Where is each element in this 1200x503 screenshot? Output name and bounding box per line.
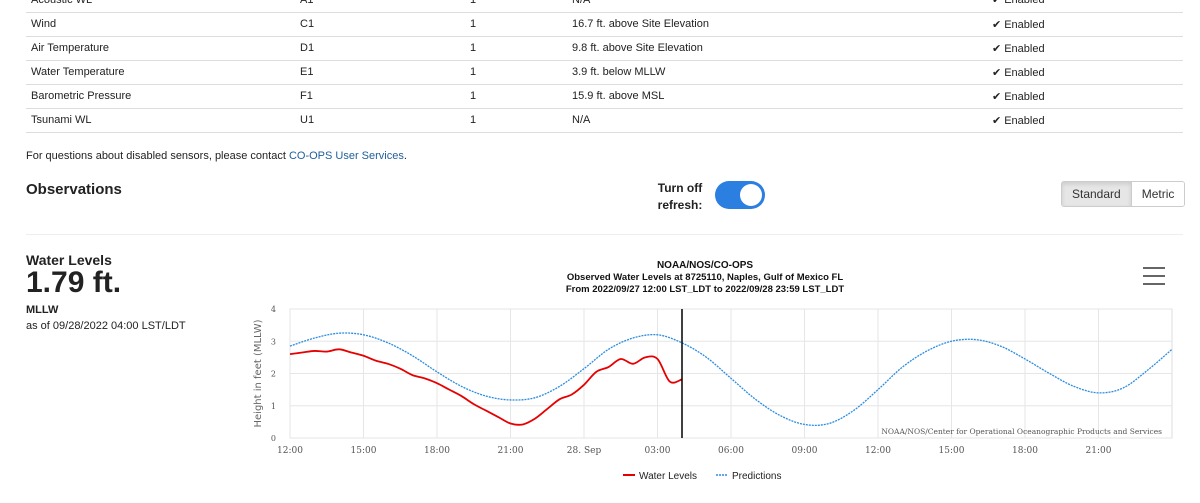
x-tick-label: 15:00 [351, 446, 377, 456]
sensor-sensor: 1 [465, 12, 567, 37]
sensor-status-text: Enabled [1004, 18, 1045, 31]
y-tick-label: 3 [271, 337, 276, 346]
sensor-status-text: Enabled [1004, 114, 1045, 127]
sensor-dcp: U1 [295, 108, 465, 133]
x-tick-label: 21:00 [1086, 446, 1112, 456]
y-tick-label: 4 [271, 305, 276, 314]
chart-title-line: From 2022/09/27 12:00 LST_LDT to 2022/09… [566, 284, 844, 295]
sensor-name: Water Temperature [26, 60, 295, 85]
legend-predictions-label: Predictions [732, 471, 781, 482]
refresh-toggle[interactable] [715, 181, 765, 209]
y-tick-label: 1 [271, 402, 276, 411]
sensor-elevation: 16.7 ft. above Site Elevation [567, 12, 987, 37]
sensor-status-text: Enabled [1004, 42, 1045, 55]
y-tick-label: 2 [271, 370, 276, 379]
sensor-status: ✔ Enabled [987, 108, 1183, 133]
sensor-status-text: Enabled [1004, 90, 1045, 103]
sensor-dcp: D1 [295, 36, 465, 61]
legend-water-levels-label: Water Levels [639, 471, 697, 482]
y-axis-label: Height in feet (MLLW) [253, 319, 264, 427]
checkmark-icon: ✔ [992, 114, 1002, 127]
x-tick-label: 12:00 [865, 446, 891, 456]
checkmark-icon: ✔ [992, 66, 1002, 79]
sensor-sensor: 1 [465, 36, 567, 61]
contact-suffix: . [403, 150, 407, 162]
x-tick-label: 03:00 [645, 446, 671, 456]
observations-title: Observations [26, 181, 122, 198]
x-tick-label: 09:00 [792, 446, 818, 456]
sensor-row: Barometric Pressure F1 1 15.9 ft. above MSL… [26, 84, 1183, 109]
water-level-value: 1.79 ft. [26, 266, 122, 299]
checkmark-icon: ✔ [992, 0, 1002, 7]
unit-toggle-group: Standard Metric [1061, 181, 1186, 207]
sensor-sensor: 1 [465, 0, 567, 13]
water-levels-title: Water Levels [26, 252, 112, 268]
sensor-status: ✔ Enabled [987, 36, 1183, 61]
toggle-knob [740, 184, 762, 206]
checkmark-icon: ✔ [992, 42, 1002, 55]
contact-text: For questions about disabled sensors, pl… [26, 150, 289, 162]
sensor-elevation: N/A [567, 0, 987, 13]
sensor-dcp: F1 [295, 84, 465, 109]
y-tick-label: 0 [271, 434, 276, 443]
sensor-status: ✔ Enabled [987, 0, 1183, 13]
sensor-name: Barometric Pressure [26, 84, 295, 109]
sensor-row: Air Temperature D1 1 9.8 ft. above Site Ele… [26, 36, 1183, 61]
sensor-name: Tsunami WL [26, 108, 295, 133]
x-tick-label: 18:00 [424, 446, 450, 456]
water-levels-series-line [289, 348, 683, 426]
sensor-sensor: 1 [465, 108, 567, 133]
chart-menu-icon[interactable] [1143, 267, 1165, 287]
sensor-name: Air Temperature [26, 36, 295, 61]
x-tick-label: 21:00 [498, 446, 524, 456]
sensor-status: ✔ Enabled [987, 60, 1183, 85]
x-tick-label: 06:00 [718, 446, 744, 456]
sensor-sensor: 1 [465, 84, 567, 109]
chart-credit: NOAA/NOS/Center for Operational Oceanogr… [881, 427, 1162, 436]
x-tick-label: 12:00 [277, 446, 303, 456]
sensor-sensor: 1 [465, 60, 567, 85]
sensor-status: ✔ Enabled [987, 84, 1183, 109]
water-level-timestamp: as of 09/28/2022 04:00 LST/LDT [26, 320, 186, 332]
refresh-label-line1: Turn off [657, 181, 703, 195]
sensor-row: Tsunami WL U1 1 N/A ✔ Enabled [26, 108, 1183, 133]
sensor-status-text: Enabled [1004, 0, 1045, 7]
sensor-row: Wind C1 1 16.7 ft. above Site Elevation ✔ Ena… [26, 12, 1183, 37]
chart-title-line: NOAA/NOS/CO-OPS [657, 260, 753, 271]
chart-title-line: Observed Water Levels at 8725110, Naples… [567, 272, 844, 283]
sensor-name: Wind [26, 12, 295, 37]
checkmark-icon: ✔ [992, 18, 1002, 31]
co-ops-user-services-link[interactable]: CO-OPS User Services [288, 150, 404, 162]
sensor-elevation: 15.9 ft. above MSL [567, 84, 987, 109]
sensor-row: Water Temperature E1 1 3.9 ft. below MLLW ✔ E… [26, 60, 1183, 85]
metric-units-button[interactable]: Metric [1130, 182, 1185, 206]
sensor-dcp: C1 [295, 12, 465, 37]
checkmark-icon: ✔ [992, 90, 1002, 103]
sensor-status-text: Enabled [1004, 66, 1045, 79]
standard-units-button[interactable]: Standard [1062, 182, 1131, 206]
sensor-row: Acoustic WLA11N/A✔Enabled [26, 0, 1183, 13]
predictions-series-line [289, 332, 1173, 426]
sensor-elevation: 9.8 ft. above Site Elevation [567, 36, 987, 61]
sensor-name: Acoustic WL [26, 0, 295, 13]
x-tick-label: 28. Sep [567, 446, 602, 456]
sensor-elevation: 3.9 ft. below MLLW [567, 60, 987, 85]
refresh-label-line2: refresh: [657, 198, 703, 212]
sensor-elevation: N/A [567, 108, 987, 133]
contact-note: For questions about disabled sensors, pl… [26, 150, 407, 162]
x-tick-label: 18:00 [1012, 446, 1038, 456]
refresh-label: Turn off refresh: [650, 180, 710, 214]
water-level-datum: MLLW [26, 304, 59, 316]
sensor-dcp: A1 [295, 0, 465, 13]
sensor-dcp: E1 [295, 60, 465, 85]
sensor-status: ✔ Enabled [987, 12, 1183, 37]
section-divider [26, 234, 1183, 235]
x-tick-label: 15:00 [939, 446, 965, 456]
